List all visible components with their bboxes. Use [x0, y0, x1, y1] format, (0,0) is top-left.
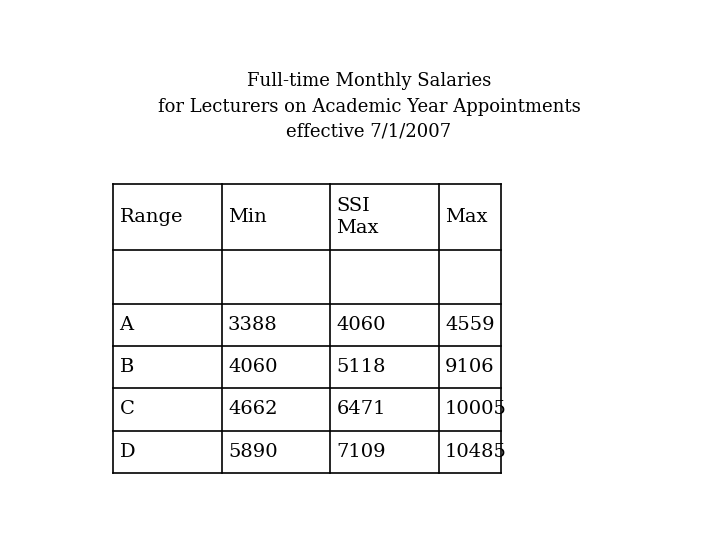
Text: Max: Max [445, 208, 487, 226]
Text: 4060: 4060 [336, 316, 386, 334]
Text: 9106: 9106 [445, 358, 495, 376]
Text: 4662: 4662 [228, 400, 277, 418]
Text: 5118: 5118 [336, 358, 386, 376]
Text: 6471: 6471 [336, 400, 386, 418]
Text: A: A [120, 316, 134, 334]
Text: D: D [120, 443, 135, 461]
Text: 3388: 3388 [228, 316, 278, 334]
Text: 4060: 4060 [228, 358, 277, 376]
Text: Min: Min [228, 208, 266, 226]
Text: SSI
Max: SSI Max [336, 197, 379, 237]
Text: 4559: 4559 [445, 316, 495, 334]
Text: B: B [120, 358, 134, 376]
Text: 5890: 5890 [228, 443, 278, 461]
Text: Range: Range [120, 208, 183, 226]
Text: 7109: 7109 [336, 443, 386, 461]
Text: 10005: 10005 [445, 400, 507, 418]
Text: C: C [120, 400, 135, 418]
Text: 10485: 10485 [445, 443, 507, 461]
Text: Full-time Monthly Salaries
for Lecturers on Academic Year Appointments
effective: Full-time Monthly Salaries for Lecturers… [158, 72, 580, 140]
